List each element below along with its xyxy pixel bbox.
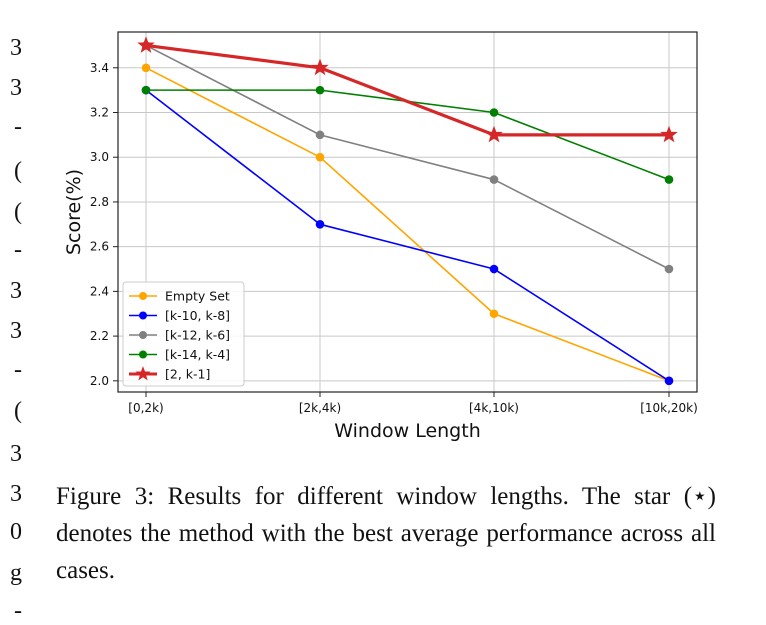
- figure-caption: Figure 3: Results for different window l…: [56, 483, 716, 584]
- x-tick-label: [10k,20k): [640, 401, 698, 415]
- margin-fragment: 3: [10, 35, 22, 61]
- data-point: [664, 264, 674, 274]
- x-axis-ticks: [0,2k) [2k,4k) [4k,10k) [10k,20k): [128, 392, 698, 415]
- data-point-star: [137, 36, 155, 53]
- margin-fragment: 0: [10, 519, 22, 545]
- legend-label: [2, k-1]: [165, 367, 210, 382]
- x-tick-label: [2k,4k): [299, 401, 341, 415]
- legend-box: [122, 281, 245, 387]
- data-point: [664, 376, 674, 386]
- data-point: [489, 108, 499, 117]
- data-point-star: [485, 125, 503, 143]
- margin-fragment: 3: [10, 75, 22, 101]
- data-point-star: [660, 125, 678, 143]
- y-tick-label: 2.6: [90, 240, 109, 254]
- margin-fragment: (: [14, 158, 22, 184]
- data-point: [315, 219, 325, 229]
- legend-item: [k-10, k-8]: [129, 308, 230, 323]
- margin-fragment: -: [14, 357, 22, 383]
- legend-label: [k-10, k-8]: [165, 308, 230, 323]
- margin-fragment: (: [14, 398, 22, 424]
- margin-fragment: 3: [10, 318, 22, 344]
- line-chart: 2.0 2.2 2.4 2.6 2.8 3.0 3.2 3.4 [0,2k) [2k,4k) [4…: [63, 31, 698, 442]
- margin-fragment: -: [14, 598, 22, 624]
- margin-fragment: 3: [10, 278, 22, 304]
- series-line: [145, 89, 670, 382]
- series-line: [145, 67, 670, 382]
- legend-marker: [139, 350, 147, 359]
- data-point-star: [311, 58, 329, 76]
- legend-item: [2, k-1]: [129, 366, 210, 382]
- legend-marker: [139, 311, 147, 320]
- legend-marker: [139, 331, 147, 339]
- data-point: [141, 63, 151, 73]
- data-point: [141, 85, 151, 95]
- y-tick-label: 3.2: [90, 105, 109, 119]
- y-tick-label: 2.8: [90, 195, 109, 209]
- data-point: [489, 264, 499, 274]
- legend-label: [k-12, k-6]: [165, 328, 230, 343]
- data-point: [315, 85, 325, 95]
- y-tick-label: 2.0: [90, 374, 109, 388]
- legend-label: [k-14, k-4]: [165, 347, 230, 362]
- margin-fragment: (: [14, 199, 22, 225]
- margin-fragment: -: [14, 237, 22, 263]
- margin-fragment: 3: [10, 481, 22, 507]
- legend-item: [k-14, k-4]: [129, 347, 230, 362]
- margin-fragment: g: [10, 560, 22, 586]
- series-lines: [137, 36, 678, 386]
- y-tick-label: 2.4: [90, 284, 109, 298]
- data-point: [664, 175, 674, 184]
- data-point: [489, 175, 499, 184]
- y-axis-ticks: 2.0 2.2 2.4 2.6 2.8 3.0 3.2 3.4: [90, 61, 118, 388]
- margin-fragment: -: [14, 114, 22, 140]
- x-axis-label: Window Length: [334, 420, 481, 442]
- x-tick-label: [0,2k): [128, 401, 163, 415]
- legend-item: Empty Set: [129, 289, 230, 304]
- legend-star: [135, 366, 151, 381]
- y-axis-label: Score(%): [63, 169, 85, 255]
- series-4: [137, 36, 678, 143]
- x-tick-label: [4k,10k): [469, 401, 519, 415]
- plot-frame: [117, 31, 698, 393]
- data-point: [489, 309, 499, 319]
- y-tick-label: 3.0: [90, 150, 109, 164]
- legend-marker: [139, 292, 147, 300]
- data-point: [315, 152, 325, 162]
- legend-item: [k-12, k-6]: [129, 328, 230, 343]
- legend: Empty Set [k-10, k-8] [k-12, k-6] [k-14, k-…: [122, 281, 245, 387]
- y-tick-label: 2.2: [90, 329, 109, 343]
- legend-label: Empty Set: [165, 289, 230, 304]
- y-tick-label: 3.4: [90, 61, 109, 75]
- series-line: [145, 43, 669, 137]
- data-point: [315, 130, 325, 140]
- margin-fragment: 3: [10, 441, 22, 467]
